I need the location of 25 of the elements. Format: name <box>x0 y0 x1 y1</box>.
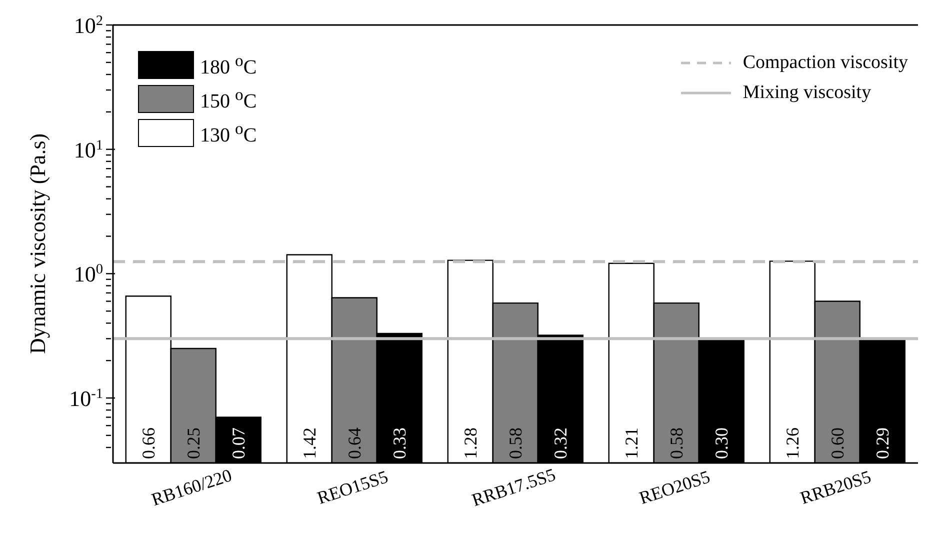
data-label: 0.29 <box>872 428 892 459</box>
legend-label: 130 $^{o}$C <box>200 118 257 148</box>
y-tick-label: 10$^{2}$ <box>74 13 103 38</box>
data-label: 0.33 <box>389 428 410 459</box>
data-label: 0.25 <box>183 428 204 459</box>
data-label: 1.21 <box>621 428 642 459</box>
data-label: 0.66 <box>138 428 158 459</box>
data-label: 0.60 <box>827 428 848 459</box>
data-label: 0.58 <box>666 428 686 459</box>
y-axis-title: Dynamic viscosity (Pa.s) <box>24 133 50 354</box>
data-label: 1.28 <box>460 428 480 459</box>
legend-label: Compaction viscosity <box>742 52 908 74</box>
data-label: 0.58 <box>505 428 526 459</box>
y-tick-label: 10$^{-1}$ <box>69 386 103 411</box>
legend-label: Mixing viscosity <box>742 82 872 104</box>
legend-label: 150 $^{o}$C <box>200 84 257 114</box>
data-label: 0.32 <box>550 428 570 459</box>
data-label: 1.26 <box>782 428 802 459</box>
data-label: 0.07 <box>228 428 248 459</box>
data-label: 1.42 <box>299 428 320 459</box>
y-tick-label: 10$^{1}$ <box>74 137 103 162</box>
y-tick-label: 10$^{0}$ <box>74 262 103 287</box>
data-label: 0.64 <box>344 428 364 459</box>
data-label: 0.30 <box>711 428 732 459</box>
legend-label: 180 $^{o}$C <box>200 50 257 80</box>
